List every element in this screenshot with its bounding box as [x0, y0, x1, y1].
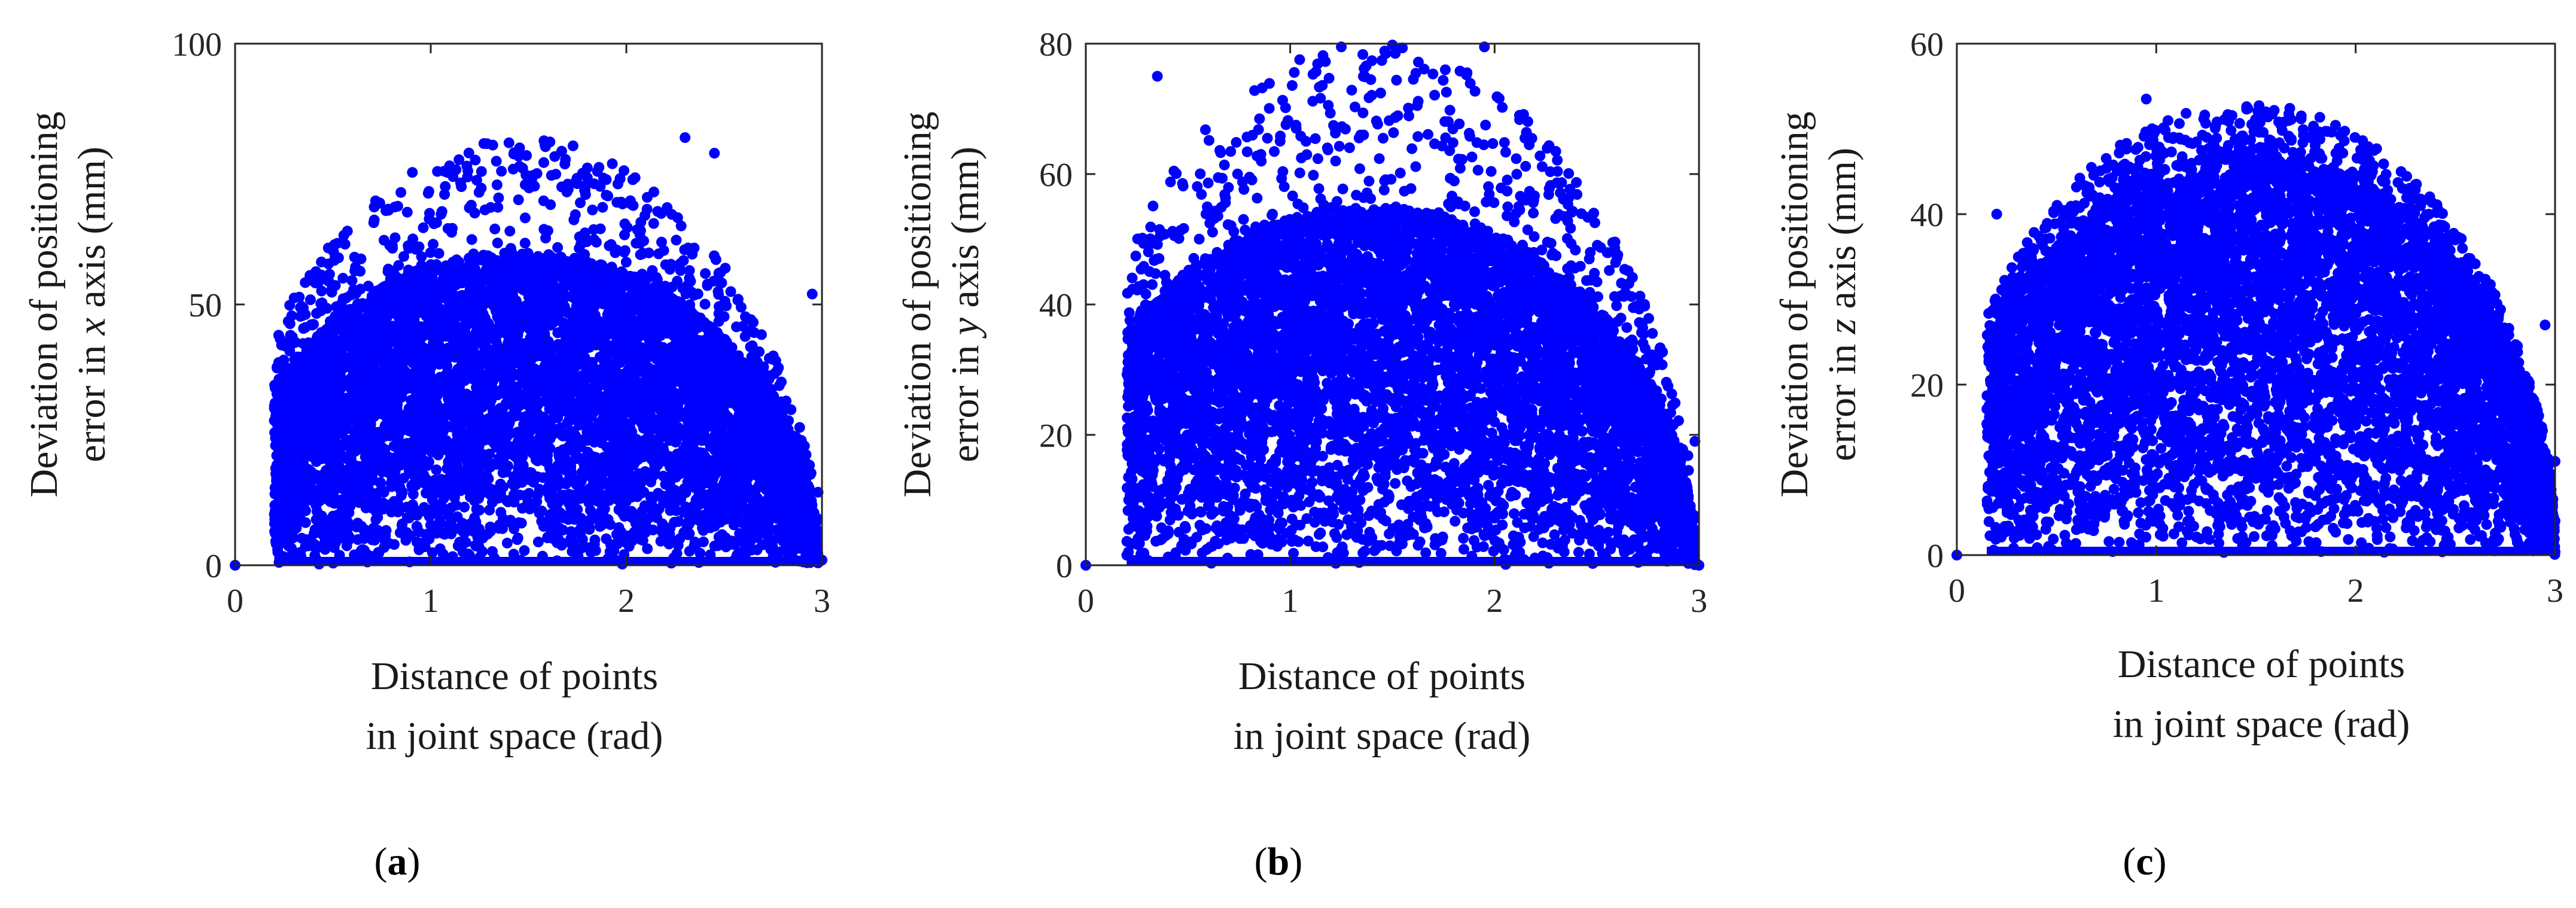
panel-a-data-point — [587, 205, 598, 215]
panel-a-data-point — [620, 257, 632, 268]
panel-a-data-point — [607, 158, 618, 169]
panel-a-data-point — [413, 544, 425, 556]
panel-a-points — [230, 132, 827, 571]
panel-a-data-point — [708, 250, 720, 261]
panel-a-data-point — [698, 525, 709, 536]
panel-a-data-point — [560, 154, 571, 165]
panel-a-data-point — [662, 202, 673, 213]
panel-a-data-point — [395, 187, 407, 198]
panel-a-data-point — [602, 190, 614, 202]
panel-a-data-point — [519, 237, 531, 249]
panel-a-data-point — [418, 222, 429, 233]
panel-a-data-point — [717, 496, 728, 508]
panel-a-data-point — [678, 255, 689, 266]
panel-a-data-point — [316, 285, 327, 297]
panel-a-data-point — [328, 255, 340, 266]
panel-a-data-point — [794, 422, 805, 433]
panel-a-data-point — [470, 154, 481, 166]
panel-a-data-point — [739, 331, 751, 342]
panel-a-data-point — [577, 434, 589, 446]
panel-a-data-point — [296, 532, 307, 544]
panel-a-data-point — [424, 456, 434, 468]
panel-a-data-point — [653, 248, 664, 260]
panel-a-data-point — [282, 316, 294, 327]
panel-a-data-point — [473, 187, 485, 198]
panel-a-data-point — [504, 428, 516, 439]
panel-a-data-point — [584, 505, 596, 516]
panel-a-data-point — [387, 243, 398, 254]
panel-a-data-point — [436, 209, 447, 220]
panel-a-data-point — [407, 167, 418, 178]
panel-a-data-point — [652, 206, 663, 217]
panel-a-data-point — [463, 147, 474, 159]
panel-a-data-point — [483, 473, 494, 485]
panel-a-data-point — [492, 237, 503, 249]
panel-a-data-point — [389, 476, 400, 487]
panel-a-data-point — [440, 181, 451, 192]
panel-a-data-point — [428, 239, 439, 250]
panel-a-data-point — [443, 329, 455, 340]
panel-a-data-point — [507, 163, 519, 175]
panel-a-data-point — [398, 251, 409, 262]
panel-a-data-point — [671, 234, 682, 246]
panel-a-data-point — [523, 487, 535, 499]
panel-a-data-point — [491, 179, 503, 190]
panel-a-data-point — [629, 172, 641, 184]
panel-a-data-point — [431, 464, 442, 476]
panel-a-data-point — [699, 298, 711, 310]
panel-a-data-point — [589, 437, 600, 448]
panel-a-data-point — [375, 478, 386, 489]
panel-a-data-point — [521, 150, 532, 161]
panel-a-data-point — [466, 234, 477, 245]
panel-a-data-point — [712, 286, 724, 297]
panel-a-data-point — [756, 329, 767, 340]
panel-a-data-point — [383, 538, 395, 549]
panel-a-data-point — [513, 194, 524, 205]
panel-a-data-point — [305, 294, 316, 306]
panel-a-data-point — [572, 504, 583, 515]
panel-a-data-point — [648, 218, 659, 229]
panel-a-data-point — [550, 169, 562, 180]
panel-a-data-point — [570, 209, 581, 220]
panel-a-data-point — [316, 257, 327, 267]
panel-a-data-point — [504, 226, 516, 237]
panel-a-data-point — [514, 489, 525, 501]
panel-a-data-point — [531, 454, 541, 465]
panel-a-data-point — [368, 217, 379, 228]
panel-a-data-point — [397, 519, 408, 529]
panel-a-data-point — [491, 156, 502, 167]
panel-a-data-point — [642, 543, 653, 554]
panel-a-data-point — [725, 286, 736, 297]
panel-a-data-point — [519, 212, 531, 224]
panel-a-data-point — [655, 330, 666, 342]
panel-a-data-point — [349, 251, 360, 263]
panel-a-data-point — [496, 166, 507, 177]
panel-a-data-point — [493, 192, 504, 203]
